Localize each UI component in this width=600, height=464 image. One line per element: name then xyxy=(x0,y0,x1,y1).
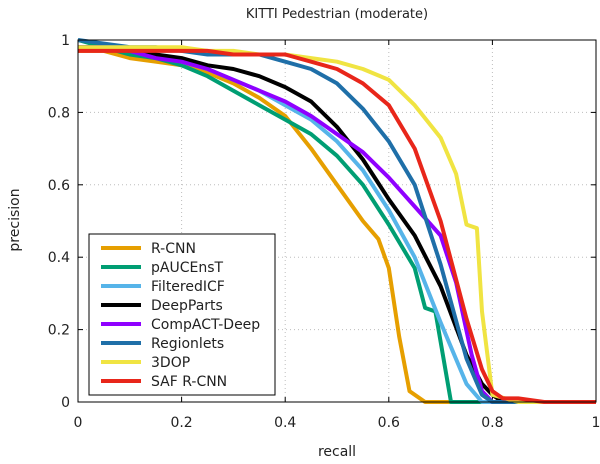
y-tick-label: 1 xyxy=(61,33,70,49)
legend-label: pAUCEnsT xyxy=(151,260,223,276)
series-layer xyxy=(77,38,596,404)
y-tick-label: 0.2 xyxy=(48,323,70,339)
legend-label: R-CNN xyxy=(151,241,196,257)
legend-label: 3DOP xyxy=(151,355,190,371)
series-line-r-cnn xyxy=(78,48,596,404)
plot-frame xyxy=(77,39,597,403)
x-axis-label: recall xyxy=(318,444,356,460)
series-line-3dop xyxy=(78,45,596,404)
x-tick-label: 0.8 xyxy=(481,415,503,431)
series-line-compact-deep xyxy=(78,45,596,404)
x-tick-label: 0.4 xyxy=(274,415,296,431)
y-tick-label: 0.6 xyxy=(48,178,70,194)
y-tick-label: 0.4 xyxy=(48,250,70,266)
x-tick-label: 0.2 xyxy=(170,415,192,431)
x-tick-label: 0.6 xyxy=(378,415,400,431)
x-tick-label: 0 xyxy=(74,415,83,431)
legend: R-CNN pAUCEnsT FilteredICF DeepParts CompACT… xyxy=(88,233,276,396)
legend-box xyxy=(88,233,276,396)
legend-label: CompACT-Deep xyxy=(151,317,260,333)
legend-label: SAF R-CNN xyxy=(151,374,227,390)
legend-label: Regionlets xyxy=(151,336,224,352)
y-tick-label: 0 xyxy=(61,395,70,411)
series-line-saf-r-cnn xyxy=(78,48,596,404)
legend-label: DeepParts xyxy=(151,298,223,314)
y-tick-label: 0.8 xyxy=(48,105,70,121)
chart-title: KITTI Pedestrian (moderate) xyxy=(246,7,428,22)
x-tick-label: 1 xyxy=(592,415,600,431)
legend-label: FilteredICF xyxy=(151,279,225,295)
y-axis-label: precision xyxy=(7,188,23,251)
